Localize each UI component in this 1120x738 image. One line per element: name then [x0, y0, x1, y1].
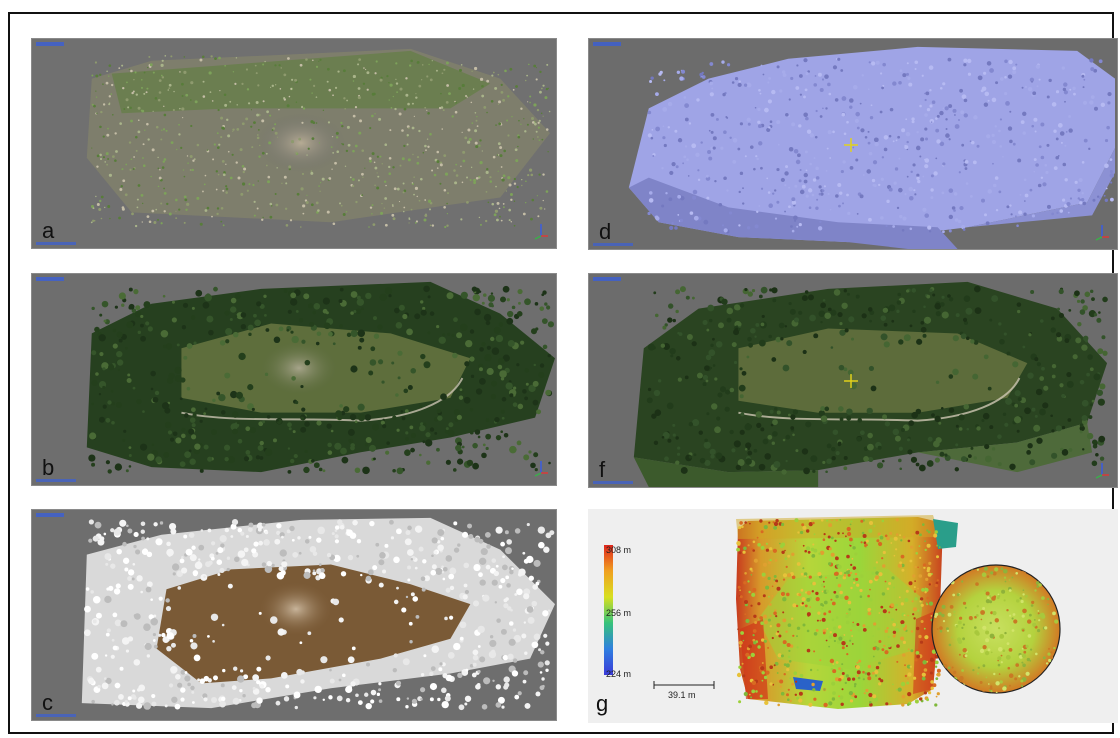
viewport-status [36, 714, 76, 717]
scale-bar [653, 681, 715, 689]
panel-d-mesh: d [588, 38, 1118, 250]
crosshair-icon [844, 138, 858, 152]
axis-gizmo-icon [1095, 225, 1109, 241]
panel-c-classified-cloud: c [31, 509, 557, 721]
panel-label-c: c [42, 690, 53, 715]
mesh-texture [647, 57, 1115, 234]
scene-b [32, 274, 556, 485]
point-cloud-dots [90, 55, 551, 229]
axis-gizmo-icon [534, 461, 548, 477]
panel-label-b: b [42, 455, 55, 480]
viewport-status [593, 481, 633, 484]
viewport-status [593, 243, 633, 246]
legend-min-label: 224 m [606, 669, 632, 679]
panel-label-d: d [599, 219, 612, 244]
viewport-tab [36, 42, 64, 46]
scene-a [32, 39, 556, 248]
viewport-tab [593, 277, 621, 281]
vegetation-points [88, 285, 555, 475]
panel-f-textured-mesh: f [588, 273, 1118, 488]
scene-g [588, 509, 1118, 723]
axis-gizmo-icon [1095, 463, 1109, 479]
classified-points [84, 519, 555, 711]
panel-label-g: g [596, 691, 609, 716]
scene-d [589, 39, 1117, 249]
panel-g-elevation-model: 308 m 256 m 224 m 39.1 m g [588, 509, 1118, 723]
scene-f [589, 274, 1117, 487]
scale-bar-label: 39.1 m [668, 690, 696, 700]
viewport-status [36, 242, 76, 245]
panel-a-sparse-point-cloud: a [31, 38, 557, 249]
dem-relief [736, 518, 942, 708]
texture-trees [646, 285, 1108, 475]
viewport-status [36, 479, 76, 482]
scene-c [32, 510, 556, 720]
crosshair-icon [844, 374, 858, 388]
viewport-tab [36, 513, 64, 517]
panel-label-a: a [42, 218, 55, 243]
legend-max-label: 308 m [606, 545, 632, 555]
panel-b-dense-point-cloud: b [31, 273, 557, 486]
panel-label-f: f [599, 457, 606, 482]
color-ramp-legend [604, 545, 613, 675]
viewport-tab [593, 42, 621, 46]
legend-mid-label: 256 m [606, 608, 632, 618]
axis-gizmo-icon [534, 224, 548, 240]
viewport-tab [36, 277, 64, 281]
